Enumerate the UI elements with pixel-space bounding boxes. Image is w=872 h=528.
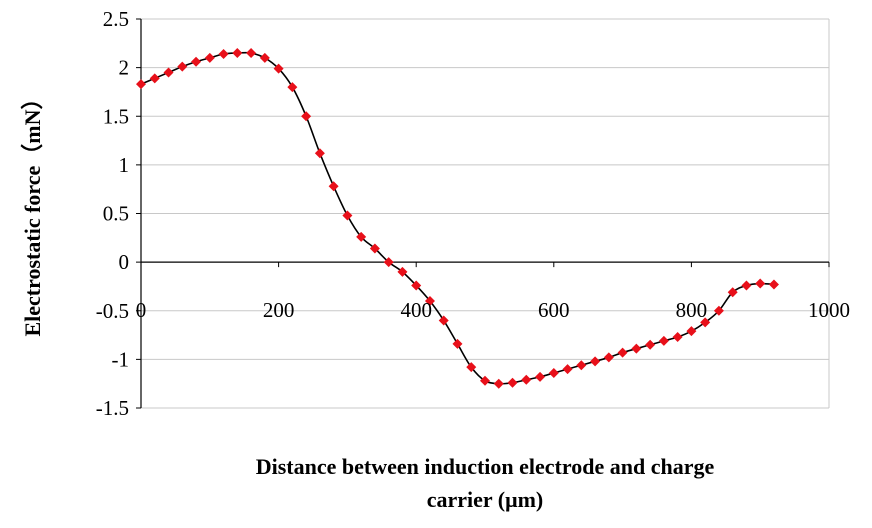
data-point-8 (246, 48, 257, 59)
data-point-23 (452, 338, 463, 349)
x-tick-label-5: 1000 (808, 298, 850, 322)
data-point-3 (177, 61, 188, 72)
y-tick-label-1: -1 (112, 347, 130, 371)
data-point-26 (493, 378, 504, 389)
y-tick-label-5: 1 (119, 153, 130, 177)
data-point-41 (700, 317, 711, 328)
data-point-34 (603, 352, 614, 363)
data-point-11 (287, 82, 298, 93)
data-point-46 (768, 279, 779, 290)
x-tick-label-0: 0 (136, 298, 147, 322)
grid-lines (141, 18, 830, 409)
data-point-29 (535, 371, 546, 382)
data-point-30 (548, 367, 559, 378)
data-point-10 (273, 63, 284, 74)
data-point-28 (521, 374, 532, 385)
data-point-7 (232, 48, 243, 59)
data-point-0 (136, 79, 146, 90)
data-point-32 (576, 360, 587, 371)
data-point-27 (507, 377, 518, 388)
data-point-24 (466, 362, 477, 373)
data-point-4 (191, 56, 202, 67)
data-point-2 (163, 67, 174, 78)
data-point-16 (356, 231, 367, 242)
x-tick-label-1: 200 (263, 298, 295, 322)
data-point-9 (259, 52, 270, 63)
data-point-5 (204, 52, 215, 63)
tick-labels: -1.5 -1 -0.5 0 0.5 1 1.5 2 2.5 0 200 400 600 800 1000 (96, 7, 850, 420)
data-point-33 (590, 356, 601, 367)
y-tick-label-7: 2 (119, 56, 130, 80)
y-tick-label-6: 1.5 (103, 104, 129, 128)
x-tick-label-3: 600 (538, 298, 570, 322)
data-point-45 (755, 278, 766, 289)
data-point-38 (658, 335, 669, 346)
data-point-35 (617, 347, 628, 358)
data-point-31 (562, 364, 573, 375)
data-point-42 (713, 305, 724, 316)
data-point-21 (424, 296, 435, 307)
data-point-1 (149, 73, 160, 84)
data-point-44 (741, 280, 752, 291)
data-point-25 (480, 375, 490, 386)
data-point-6 (218, 49, 229, 60)
y-tick-label-8: 2.5 (103, 7, 129, 31)
data-point-13 (314, 148, 325, 159)
y-tick-label-0: -1.5 (96, 396, 129, 420)
data-point-37 (645, 339, 656, 350)
data-point-43 (727, 287, 738, 298)
data-point-39 (672, 332, 683, 343)
y-tick-label-3: 0 (119, 250, 130, 274)
y-tick-label-4: 0.5 (103, 202, 129, 226)
x-tick-label-4: 800 (676, 298, 708, 322)
data-point-17 (369, 243, 380, 254)
y-tick-label-2: -0.5 (96, 299, 129, 323)
data-point-14 (328, 181, 339, 192)
data-point-15 (342, 210, 353, 221)
data-point-18 (383, 257, 394, 268)
x-tick-label-2: 400 (400, 298, 432, 322)
data-point-19 (397, 266, 408, 277)
x-axis-label-line-2: carrier (μm) (427, 487, 544, 512)
data-point-20 (411, 280, 422, 291)
data-point-40 (686, 326, 697, 337)
data-point-12 (301, 111, 312, 122)
x-axis-label-line-1: Distance between induction electrode and… (256, 454, 715, 479)
series-layer (136, 48, 779, 389)
data-point-36 (631, 343, 642, 354)
y-axis-label: Electrostatic force（mN） (20, 87, 45, 336)
data-point-22 (438, 315, 449, 326)
